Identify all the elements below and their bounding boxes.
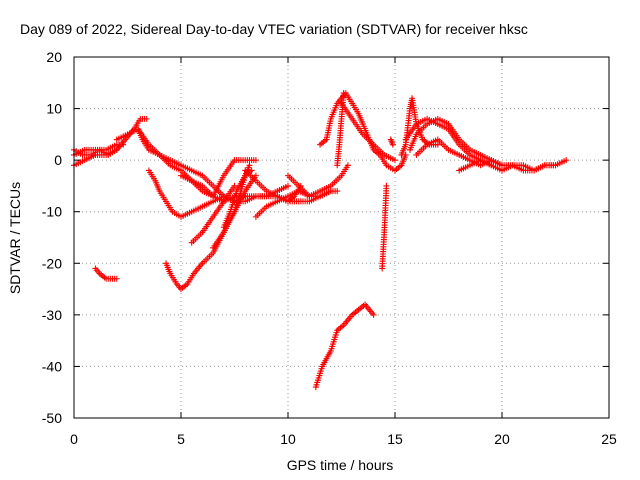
- data-point: [434, 141, 441, 148]
- y-tick-label: -30: [42, 307, 62, 323]
- x-tick-label: 10: [280, 431, 296, 447]
- series-track-20: [379, 182, 390, 272]
- data-point: [563, 157, 570, 164]
- data-point: [327, 188, 334, 195]
- data-point: [246, 162, 253, 169]
- data-point: [285, 182, 291, 189]
- data-point: [383, 182, 390, 189]
- data-point: [220, 193, 227, 200]
- data-point: [252, 172, 259, 179]
- grid-lines: [74, 57, 609, 418]
- axis-ticks: 0 5 10 15 20 25 -50 -40 -30 -20 -10 0 10 20: [42, 49, 617, 447]
- series-track-26: [456, 157, 559, 174]
- data-point: [248, 167, 255, 174]
- series-track-10: [188, 182, 238, 246]
- data-point: [143, 115, 150, 122]
- data-point: [340, 90, 347, 97]
- data-point: [120, 141, 127, 148]
- x-axis-label: GPS time / hours: [287, 457, 394, 473]
- data-point: [231, 182, 238, 189]
- y-tick-label: -50: [42, 410, 62, 426]
- data-point: [334, 188, 341, 195]
- y-tick-label: -10: [42, 204, 62, 220]
- series-track-8: [92, 265, 120, 282]
- x-tick-label: 5: [177, 431, 185, 447]
- series-track-3: [71, 146, 120, 169]
- data-point: [252, 157, 259, 164]
- data-point: [113, 275, 120, 282]
- series-track-21: [387, 136, 396, 148]
- chart-title: Day 089 of 2022, Sidereal Day-to-day VTE…: [20, 21, 528, 37]
- data-point: [552, 162, 559, 169]
- series-track-16: [285, 162, 351, 200]
- y-tick-label: -40: [42, 358, 62, 374]
- series-track-12: [220, 167, 255, 231]
- data-point: [113, 146, 120, 153]
- series-track-19: [334, 90, 347, 169]
- data-marks: [71, 90, 570, 391]
- y-axis-label: SDTVAR / TECUs: [7, 182, 23, 294]
- y-tick-label: -20: [42, 255, 62, 271]
- series-track-27: [312, 301, 377, 391]
- series-track-15: [252, 188, 334, 220]
- y-tick-label: 20: [46, 49, 62, 65]
- x-tick-label: 0: [70, 431, 78, 447]
- data-point: [389, 141, 396, 148]
- series-track-6: [145, 167, 227, 220]
- x-tick-label: 20: [494, 431, 510, 447]
- plot-frame: [73, 56, 610, 419]
- series-track-9: [163, 172, 259, 293]
- series-track-5: [135, 126, 291, 205]
- x-tick-label: 15: [387, 431, 403, 447]
- series-track-18: [338, 100, 398, 164]
- y-tick-label: 10: [46, 101, 62, 117]
- data-point: [370, 311, 377, 318]
- y-tick-label: 0: [54, 152, 62, 168]
- data-point: [344, 162, 351, 169]
- x-tick-label: 25: [601, 431, 617, 447]
- data-point: [392, 157, 398, 164]
